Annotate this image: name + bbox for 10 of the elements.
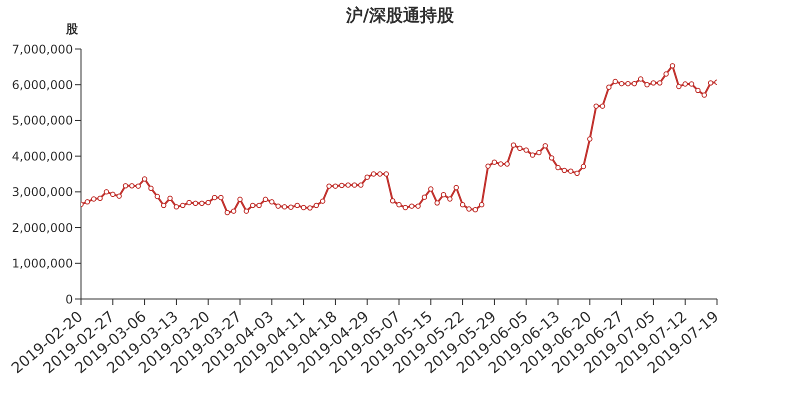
y-tick-label: 1,000,000 [12, 256, 73, 271]
y-tick-label: 4,000,000 [12, 149, 73, 164]
y-tick-label: 5,000,000 [12, 114, 73, 128]
y-tick-label: 3,000,000 [12, 185, 73, 200]
y-axis-title: 股 [66, 21, 78, 38]
y-tick-label: 0 [65, 292, 73, 306]
y-tick-label: 6,000,000 [12, 78, 73, 92]
y-tick-label: 7,000,000 [12, 42, 73, 56]
y-tick-label: 2,000,000 [12, 220, 73, 235]
chart-title: 沪/深股通持股 [346, 6, 454, 26]
